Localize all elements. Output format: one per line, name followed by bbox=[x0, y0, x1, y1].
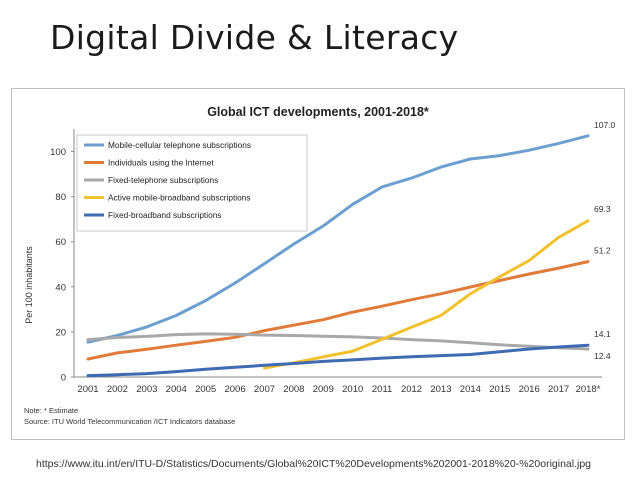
series-line bbox=[263, 219, 590, 370]
legend-item-label: Mobile-cellular telephone subscriptions bbox=[108, 140, 251, 150]
y-tick-label: 0 bbox=[61, 373, 66, 384]
legend-box bbox=[76, 134, 308, 232]
series-line bbox=[86, 260, 590, 361]
x-tick-label: 2014 bbox=[460, 384, 481, 395]
series-end-label: 107.0 bbox=[594, 120, 616, 130]
slide-title: Digital Divide & Literacy bbox=[50, 18, 459, 57]
x-tick-label: 2015 bbox=[489, 384, 510, 395]
source-url: https://www.itu.int/en/ITU-D/Statistics/… bbox=[36, 458, 592, 470]
y-tick-label: 20 bbox=[55, 327, 66, 338]
chart-frame: Global ICT developments, 2001-2018* Per … bbox=[11, 88, 625, 440]
x-tick-label: 2007 bbox=[254, 384, 275, 395]
legend: Mobile-cellular telephone subscriptions I… bbox=[76, 134, 308, 232]
chart-source: Source: ITU World Telecommunication /ICT… bbox=[24, 417, 235, 426]
y-tick-label: 80 bbox=[55, 192, 66, 203]
x-tick-label: 2010 bbox=[342, 384, 363, 395]
series-line bbox=[86, 343, 590, 378]
x-tick-label: 2001 bbox=[77, 384, 98, 395]
y-axis-label: Per 100 inhabitants bbox=[24, 246, 34, 324]
chart-note: Note: * Estimate bbox=[24, 406, 78, 415]
legend-item-label: Active mobile-broadband subscriptions bbox=[108, 193, 251, 203]
x-tick-label: 2009 bbox=[313, 384, 334, 395]
line-chart: Global ICT developments, 2001-2018* Per … bbox=[24, 105, 616, 426]
x-tick-label: 2005 bbox=[195, 384, 216, 395]
series-end-label: 14.1 bbox=[594, 329, 611, 339]
series-end-label: 12.4 bbox=[594, 351, 611, 361]
x-tick-label: 2018* bbox=[576, 384, 601, 395]
series-line bbox=[86, 134, 590, 344]
legend-item-label: Fixed-telephone subscriptions bbox=[108, 175, 218, 185]
x-tick-label: 2012 bbox=[401, 384, 422, 395]
y-tick-label: 40 bbox=[55, 282, 66, 293]
x-tick-label: 2006 bbox=[224, 384, 245, 395]
x-tick-label: 2013 bbox=[430, 384, 451, 395]
legend-item-label: Individuals using the Internet bbox=[108, 158, 214, 168]
x-tick-label: 2003 bbox=[136, 384, 157, 395]
series-line bbox=[86, 332, 590, 351]
x-tick-label: 2017 bbox=[548, 384, 569, 395]
series-end-label: 69.3 bbox=[594, 204, 611, 214]
x-tick-label: 2008 bbox=[283, 384, 304, 395]
y-tick-label: 100 bbox=[50, 147, 66, 158]
x-tick-label: 2004 bbox=[166, 384, 187, 395]
x-tick-label: 2002 bbox=[107, 384, 128, 395]
x-tick-label: 2011 bbox=[372, 384, 392, 395]
y-tick-label: 60 bbox=[55, 237, 66, 248]
x-tick-label: 2016 bbox=[519, 384, 540, 395]
legend-item-label: Fixed-broadband subscriptions bbox=[108, 210, 221, 220]
chart-title: Global ICT developments, 2001-2018* bbox=[207, 105, 429, 119]
series-end-label: 51.2 bbox=[594, 246, 611, 256]
